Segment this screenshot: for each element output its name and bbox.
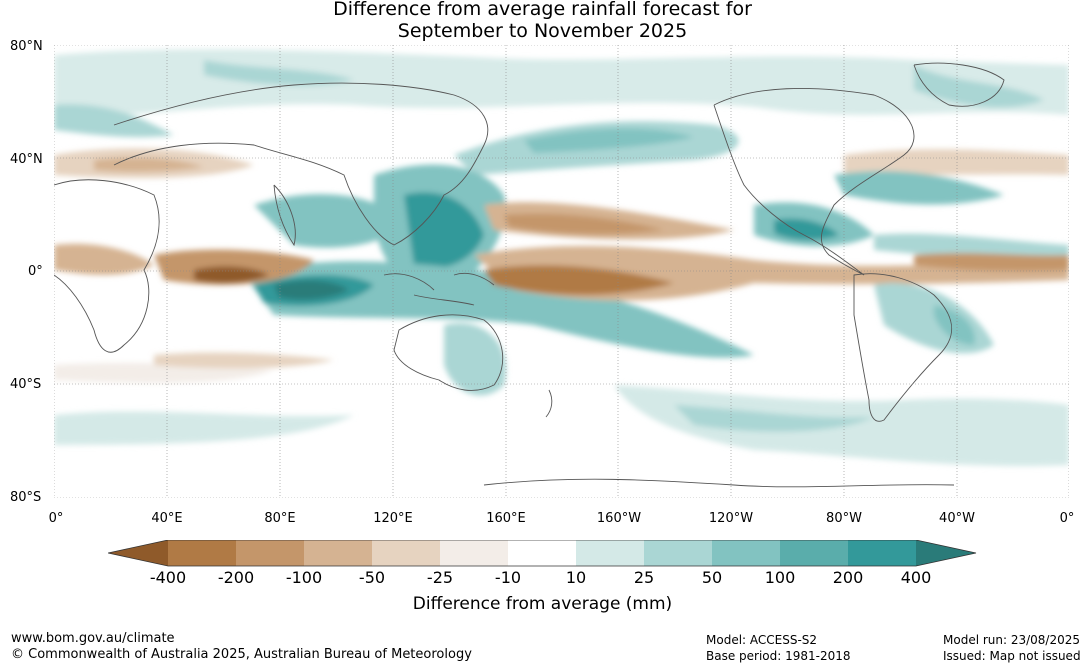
footer-copyright: © Commonwealth of Australia 2025, Austra… [11, 647, 472, 662]
colorbar-swatch-1 [168, 540, 236, 566]
colorbar-swatch-3 [304, 540, 372, 566]
colorbar-tick: -10 [494, 568, 522, 587]
lon-label-40e: 40°E [151, 511, 183, 526]
footer-url[interactable]: www.bom.gov.au/climate [11, 631, 175, 646]
lon-label-0-end: 0° [1059, 511, 1075, 526]
colorbar-tick: -100 [285, 568, 323, 587]
footer-issued: Issued: Map not issued [943, 649, 1081, 663]
colorbar-triangle-high [916, 540, 976, 566]
lon-label-160w: 160°W [596, 511, 642, 526]
colorbar-swatch-5 [440, 540, 508, 566]
footer-base-period: Base period: 1981-2018 [706, 649, 851, 663]
colorbar-swatch-10 [780, 540, 848, 566]
colorbar-tick: -200 [217, 568, 255, 587]
colorbar-tick: 10 [565, 568, 587, 587]
footer-model-run: Model run: 23/08/2025 [943, 633, 1081, 647]
colorbar-swatch-4 [372, 540, 440, 566]
lon-label-40w: 40°W [939, 511, 975, 526]
colorbar-tick: 100 [764, 568, 796, 587]
colorbar-swatch-6 [508, 540, 576, 566]
colorbar-tick: -400 [149, 568, 187, 587]
rainfall-anomaly-map [54, 45, 1069, 498]
coastlines [54, 62, 1005, 488]
colorbar-label: Difference from average (mm) [412, 594, 673, 614]
lon-label-0: 0° [48, 511, 64, 526]
colorbar-tick: -50 [358, 568, 386, 587]
colorbar [108, 540, 977, 567]
colorbar-swatch-8 [644, 540, 712, 566]
lon-label-80e: 80°E [264, 511, 296, 526]
lat-label-80n: 80°N [10, 39, 43, 54]
colorbar-triangle-low [108, 540, 168, 566]
graticule [54, 45, 1069, 498]
lon-label-160e: 160°E [486, 511, 526, 526]
colorbar-tick: 200 [832, 568, 864, 587]
lat-label-40n: 40°N [10, 152, 43, 167]
lat-label-40s: 40°S [10, 377, 42, 392]
lat-label-80s: 80°S [10, 490, 42, 505]
colorbar-tick: 25 [633, 568, 655, 587]
colorbar-swatch-7 [576, 540, 644, 566]
lon-label-120w: 120°W [708, 511, 754, 526]
footer-model: Model: ACCESS-S2 [706, 633, 818, 647]
lon-label-120e: 120°E [373, 511, 413, 526]
anomaly-field [54, 49, 1069, 467]
colorbar-swatch-9 [712, 540, 780, 566]
colorbar-swatch-2 [236, 540, 304, 566]
lat-label-0: 0° [28, 264, 43, 279]
colorbar-outline [108, 540, 977, 567]
map-title-line2: September to November 2025 [397, 20, 688, 42]
lon-label-80w: 80°W [826, 511, 862, 526]
colorbar-tick: 400 [900, 568, 932, 587]
colorbar-swatch-11 [848, 540, 916, 566]
colorbar-tick: -25 [426, 568, 454, 587]
map-title-line1: Difference from average rainfall forecas… [333, 0, 752, 20]
colorbar-tick: 50 [701, 568, 723, 587]
